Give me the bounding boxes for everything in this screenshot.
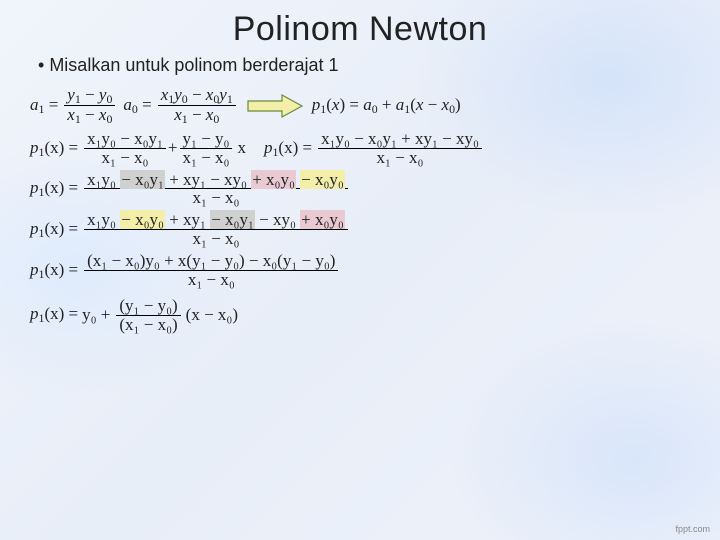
arrow-shape [248,95,302,117]
equation-row-6: p1(x) = y₀ + (y₁ − y₀) (x₁ − x₀) (x − x₀… [30,297,690,334]
bullet-text: Misalkan untuk polinom berderajat 1 [38,55,690,76]
slide: Polinom Newton Misalkan untuk polinom be… [0,0,720,540]
equation-row-4: p1(x) = x₁y₀ − x₀y₀ + xy₁ − x₀y₁ − xy₀ +… [30,211,690,248]
a0-lhs: a0 = [123,96,151,115]
a1-lhs: a1 = [30,96,58,115]
equation-row-5: p1(x) = (x₁ − x₀)y₀ + x(y₁ − y₀) − x₀(y₁… [30,252,690,289]
hl-gray-2: − x₀y₁ [210,210,255,229]
hl-yellow-2: − x₀y₀ [120,210,165,229]
hl-yellow-1: − x₀y₀ [300,170,345,189]
slide-title: Polinom Newton [30,10,690,49]
hl-gray-1: − x₀y₁ [120,170,165,189]
footer-credit: fppt.com [675,524,710,534]
arrow-icon [246,93,304,119]
a0-frac: x1y0 − x0y1 x1 − x0 [158,86,236,126]
hl-pink-1: + x₀y₀ [251,170,296,189]
equation-row-2: p1(x) = x₁y₀ − x₀y₁ x₁ − x₀ + y₁ − y₀ x₁… [30,130,690,167]
equation-row-3: p1(x) = x₁y₀ − x₀y₁ + xy₁ − xy₀ + x₀y₀ −… [30,171,690,208]
p1-def: p1(x) = a0 + a1(x − x0) [312,96,461,115]
p1-lhs-2b: p1(x) = [264,139,312,158]
p1-lhs-2: p1(x) = [30,139,78,158]
a1-frac: y1 − y0 x1 − x0 [64,86,115,126]
hl-pink-2: + x₀y₀ [300,210,345,229]
equations-region: a1 = y1 − y0 x1 − x0 a0 = x1y0 − x0y1 x1… [30,86,690,333]
equation-row-1: a1 = y1 − y0 x1 − x0 a0 = x1y0 − x0y1 x1… [30,86,690,126]
